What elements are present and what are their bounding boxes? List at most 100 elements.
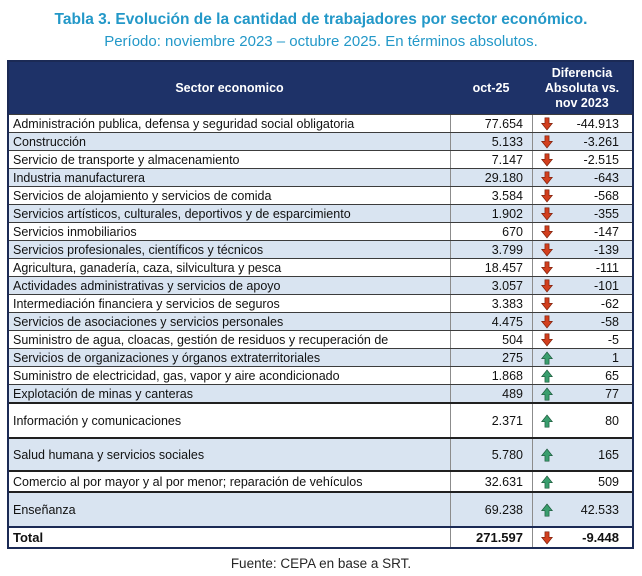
table-row: Servicios profesionales, científicos y t…: [9, 240, 632, 258]
down-arrow-icon: [541, 116, 553, 131]
table-row: Servicio de transporte y almacenamiento 7…: [9, 150, 632, 168]
sector-label: Servicios de alojamiento y servicios de …: [13, 188, 272, 203]
diff-value: -44.913: [576, 116, 619, 131]
oct-25-value: 275: [450, 349, 532, 366]
diff-value: -568: [593, 188, 619, 203]
diff-cell: -5: [532, 331, 632, 348]
diff-value: 509: [598, 474, 619, 489]
sector-label: Servicios de organizaciones y órganos ex…: [13, 350, 321, 365]
down-arrow-icon: [541, 242, 553, 257]
table-row: Información y comunicaciones 2.371 80: [9, 402, 632, 437]
down-arrow-icon: [541, 188, 553, 203]
sector-label: Intermediación financiera y servicios de…: [13, 296, 280, 311]
sector-label: Servicios profesionales, científicos y t…: [13, 242, 264, 257]
table-header-row: Sector economico oct-25 Diferencia Absol…: [9, 62, 632, 114]
sector-label: Industria manufacturera: [13, 170, 146, 185]
oct-25-value: 504: [450, 331, 532, 348]
sector-label: Total: [13, 530, 44, 545]
diff-cell: -2.515: [532, 151, 632, 168]
oct-25-value: 489: [450, 385, 532, 402]
sector-label: Servicios de asociaciones y servicios pe…: [13, 314, 284, 329]
down-arrow-icon: [541, 224, 553, 239]
oct-25-value: 77.654: [450, 115, 532, 132]
diff-value: -2.515: [583, 152, 619, 167]
diff-cell: 42.533: [532, 493, 632, 526]
up-arrow-icon: [541, 386, 553, 401]
table-row: Industria manufacturera 29.180 -643: [9, 168, 632, 186]
table-row: Salud humana y servicios sociales 5.780 16…: [9, 437, 632, 470]
table-row: Comercio al por mayor y al por menor; re…: [9, 470, 632, 491]
oct-25-value: 7.147: [450, 151, 532, 168]
source-note: Fuente: CEPA en base a SRT.: [230, 556, 412, 571]
diff-cell: 77: [532, 385, 632, 402]
oct-25-value: 29.180: [450, 169, 532, 186]
sector-label: Servicio de transporte y almacenamiento: [13, 152, 240, 167]
down-arrow-icon: [541, 332, 553, 347]
table-body: Administración publica, defensa y seguri…: [9, 114, 632, 547]
diff-cell: -44.913: [532, 115, 632, 132]
diff-value: -111: [595, 260, 619, 275]
table-row: Intermediación financiera y servicios de…: [9, 294, 632, 312]
diff-value: 1: [612, 350, 619, 365]
down-arrow-icon: [541, 296, 553, 311]
oct-25-value: 3.383: [450, 295, 532, 312]
diff-cell: -139: [532, 241, 632, 258]
diff-value: -355: [593, 206, 619, 221]
sector-label: Salud humana y servicios sociales: [13, 447, 205, 462]
diff-cell: -147: [532, 223, 632, 240]
down-arrow-icon: [541, 530, 553, 545]
diff-value: -3.261: [583, 134, 619, 149]
table-row: Administración publica, defensa y seguri…: [9, 114, 632, 132]
oct-25-value: 4.475: [450, 313, 532, 330]
diff-cell: -3.261: [532, 133, 632, 150]
diff-cell: -643: [532, 169, 632, 186]
sector-label: Suministro de agua, cloacas, gestión de …: [13, 332, 389, 347]
table-row: Servicios artísticos, culturales, deport…: [9, 204, 632, 222]
diff-value: -62: [600, 296, 619, 311]
table-row: Suministro de agua, cloacas, gestión de …: [9, 330, 632, 348]
title-block: Tabla 3. Evolución de la cantidad de tra…: [0, 0, 642, 53]
up-arrow-icon: [541, 350, 553, 365]
table-row: Construcción 5.133 -3.261: [9, 132, 632, 150]
oct-25-value: 3.584: [450, 187, 532, 204]
up-arrow-icon: [541, 368, 553, 383]
oct-25-value: 69.238: [450, 493, 532, 526]
sector-label: Suministro de electricidad, gas, vapor y…: [13, 368, 340, 383]
diff-value: 42.533: [580, 502, 619, 517]
sector-label: Explotación de minas y canteras: [13, 386, 193, 401]
up-arrow-icon: [541, 447, 553, 462]
sector-label: Construcción: [13, 134, 86, 149]
diff-value: -139: [593, 242, 619, 257]
diff-cell: 1: [532, 349, 632, 366]
diff-cell: 509: [532, 472, 632, 491]
diff-value: -58: [600, 314, 619, 329]
header-sector: Sector economico: [175, 81, 284, 95]
diff-value: -147: [593, 224, 619, 239]
oct-25-value: 1.868: [450, 367, 532, 384]
diff-cell: -568: [532, 187, 632, 204]
up-arrow-icon: [541, 474, 553, 489]
diff-cell: 165: [532, 439, 632, 470]
down-arrow-icon: [541, 260, 553, 275]
diff-value: -9.448: [582, 530, 619, 545]
sector-label: Actividades administrativas y servicios …: [13, 278, 281, 293]
oct-25-value: 5.133: [450, 133, 532, 150]
table-row: Enseñanza 69.238 42.533: [9, 491, 632, 526]
table-title: Tabla 3. Evolución de la cantidad de tra…: [54, 11, 588, 28]
table-row: Servicios de asociaciones y servicios pe…: [9, 312, 632, 330]
sector-label: Información y comunicaciones: [13, 413, 182, 428]
down-arrow-icon: [541, 152, 553, 167]
diff-cell: -101: [532, 277, 632, 294]
diff-value: -5: [607, 332, 619, 347]
diff-value: 80: [605, 413, 619, 428]
sector-label: Administración publica, defensa y seguri…: [13, 116, 355, 131]
header-oct-25: oct-25: [472, 81, 510, 95]
diff-value: 165: [598, 447, 619, 462]
oct-25-value: 3.057: [450, 277, 532, 294]
diff-cell: -58: [532, 313, 632, 330]
diff-cell: -111: [532, 259, 632, 276]
header-diferencia-absoluta: Diferencia Absoluta vs. nov 2023: [544, 65, 620, 110]
diff-value: 65: [605, 368, 619, 383]
diff-cell: -9.448: [532, 528, 632, 547]
table-row: Suministro de electricidad, gas, vapor y…: [9, 366, 632, 384]
